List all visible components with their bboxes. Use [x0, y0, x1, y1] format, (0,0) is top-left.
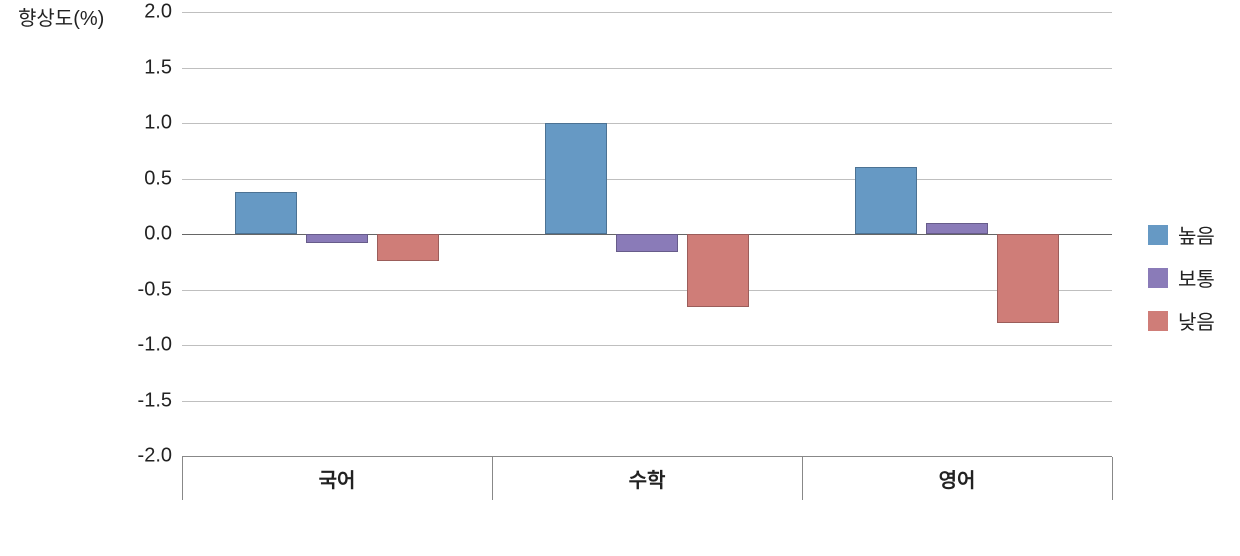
ytick-label: -1.5 — [138, 389, 182, 412]
ytick-label: 1.5 — [144, 56, 182, 79]
x-axis-label: 영어 — [802, 457, 1112, 500]
y-axis-title: 향상도(%) — [18, 2, 104, 31]
legend-swatch — [1148, 268, 1168, 288]
ytick-label: 0.5 — [144, 167, 182, 190]
legend-item-mid: 보통 — [1148, 263, 1215, 292]
legend-swatch — [1148, 311, 1168, 331]
ytick-label: 2.0 — [144, 1, 182, 24]
legend-label: 높음 — [1178, 220, 1215, 249]
x-axis-separator — [1112, 457, 1113, 500]
x-axis-label: 수학 — [492, 457, 802, 500]
gridline — [182, 345, 1112, 346]
ytick-label: 0.0 — [144, 223, 182, 246]
bar-high — [235, 192, 297, 234]
legend-item-high: 높음 — [1148, 220, 1215, 249]
bar-high — [545, 123, 607, 234]
gridline — [182, 290, 1112, 291]
legend-swatch — [1148, 225, 1168, 245]
legend-label: 낮음 — [1178, 306, 1215, 335]
gridline — [182, 123, 1112, 124]
ytick-label: -1.0 — [138, 334, 182, 357]
bar-mid — [616, 234, 678, 252]
legend-label: 보통 — [1178, 263, 1215, 292]
bar-low — [687, 234, 749, 307]
legend-item-low: 낮음 — [1148, 306, 1215, 335]
bar-low — [377, 234, 439, 261]
x-axis-label: 국어 — [182, 457, 492, 500]
gridline — [182, 68, 1112, 69]
legend: 높음보통낮음 — [1148, 220, 1215, 335]
bar-low — [997, 234, 1059, 323]
x-axis: 국어수학영어 — [182, 456, 1112, 500]
ytick-label: -0.5 — [138, 278, 182, 301]
bar-mid — [306, 234, 368, 243]
gridline — [182, 12, 1112, 13]
gridline — [182, 179, 1112, 180]
ytick-label: 1.0 — [144, 112, 182, 135]
bar-mid — [926, 223, 988, 234]
bar-high — [855, 167, 917, 234]
ytick-label: -2.0 — [138, 445, 182, 468]
gridline — [182, 401, 1112, 402]
plot-area: 2.01.51.00.50.0-0.5-1.0-1.5-2.0국어수학영어 — [182, 12, 1112, 500]
chart-root: 향상도(%) 2.01.51.00.50.0-0.5-1.0-1.5-2.0국어… — [0, 0, 1240, 556]
